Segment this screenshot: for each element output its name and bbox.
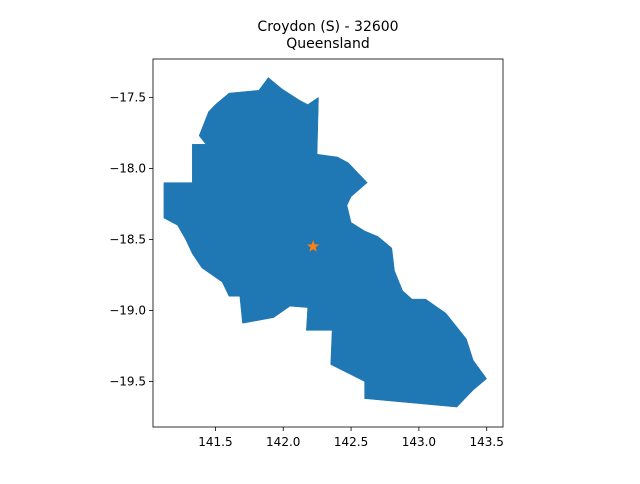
chart-title-line1: Croydon (S) - 32600 <box>257 19 398 35</box>
x-tick-label: 142.5 <box>334 435 368 449</box>
star-icon <box>306 240 320 252</box>
x-tick-label: 143.0 <box>402 435 436 449</box>
chart-title-line2: Queensland <box>286 36 370 52</box>
y-tick-label: −18.5 <box>109 232 146 246</box>
y-tick-label: −19.0 <box>109 303 146 317</box>
region-polygon <box>163 77 488 408</box>
y-tick-label: −17.5 <box>109 90 146 104</box>
axes-frame <box>152 58 504 428</box>
y-tick-label: −18.0 <box>109 161 146 175</box>
y-tick-label: −19.5 <box>109 375 146 389</box>
x-tick-label: 141.5 <box>198 435 232 449</box>
x-tick-label: 143.5 <box>470 435 504 449</box>
x-tick-label: 142.0 <box>266 435 300 449</box>
